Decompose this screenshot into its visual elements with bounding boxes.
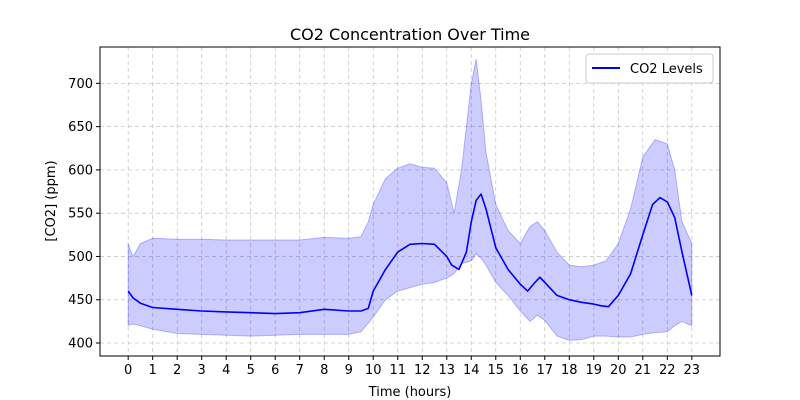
x-tick-label: 13 bbox=[438, 363, 455, 378]
y-tick-label: 500 bbox=[68, 250, 93, 265]
legend-label: CO2 Levels bbox=[630, 62, 703, 77]
x-axis-label: Time (hours) bbox=[368, 385, 452, 400]
x-tick-label: 3 bbox=[198, 363, 206, 378]
y-tick-label: 450 bbox=[68, 293, 93, 308]
x-tick-label: 10 bbox=[365, 363, 382, 378]
legend: CO2 Levels bbox=[585, 53, 714, 84]
x-tick-label: 20 bbox=[610, 363, 627, 378]
y-axis-ticks: 400 450 500 550 600 650 700 bbox=[68, 77, 100, 352]
x-tick-label: 16 bbox=[512, 363, 529, 378]
series-line-layer bbox=[127, 193, 693, 315]
x-tick-label: 12 bbox=[414, 363, 431, 378]
y-axis-label: [CO2] (ppm) bbox=[44, 160, 59, 241]
y-tick-label: 550 bbox=[68, 207, 93, 222]
x-tick-label: 0 bbox=[124, 363, 132, 378]
plot-frame bbox=[99, 46, 721, 357]
x-tick-label: 9 bbox=[345, 363, 353, 378]
confidence-band bbox=[127, 59, 693, 341]
x-tick-label: 19 bbox=[586, 363, 603, 378]
x-tick-label: 15 bbox=[487, 363, 504, 378]
x-tick-label: 4 bbox=[222, 363, 230, 378]
x-tick-label: 5 bbox=[247, 363, 255, 378]
co2-levels-line bbox=[127, 193, 693, 315]
x-tick-label: 7 bbox=[296, 363, 304, 378]
co2-range-band bbox=[127, 59, 693, 341]
x-tick-label: 17 bbox=[537, 363, 554, 378]
x-tick-label: 1 bbox=[149, 363, 157, 378]
chart-title: CO2 Concentration Over Time bbox=[290, 25, 530, 44]
x-tick-label: 6 bbox=[271, 363, 279, 378]
y-tick-label: 400 bbox=[68, 337, 93, 352]
x-tick-label: 23 bbox=[684, 363, 701, 378]
y-tick-label: 700 bbox=[68, 77, 93, 92]
x-tick-label: 11 bbox=[389, 363, 406, 378]
x-tick-label: 2 bbox=[173, 363, 181, 378]
y-tick-label: 650 bbox=[68, 120, 93, 135]
x-tick-label: 14 bbox=[463, 363, 480, 378]
x-tick-label: 18 bbox=[561, 363, 578, 378]
legend-box bbox=[585, 53, 714, 84]
x-tick-label: 8 bbox=[320, 363, 328, 378]
x-axis-ticks: 0 1 2 3 4 5 6 7 8 9 10 11 12 13 14 15 16 17 18 19 20 21 22 23 bbox=[124, 356, 700, 378]
x-tick-label: 22 bbox=[659, 363, 676, 378]
x-tick-label: 21 bbox=[635, 363, 652, 378]
grid-lines bbox=[100, 47, 720, 356]
y-tick-label: 600 bbox=[68, 163, 93, 178]
